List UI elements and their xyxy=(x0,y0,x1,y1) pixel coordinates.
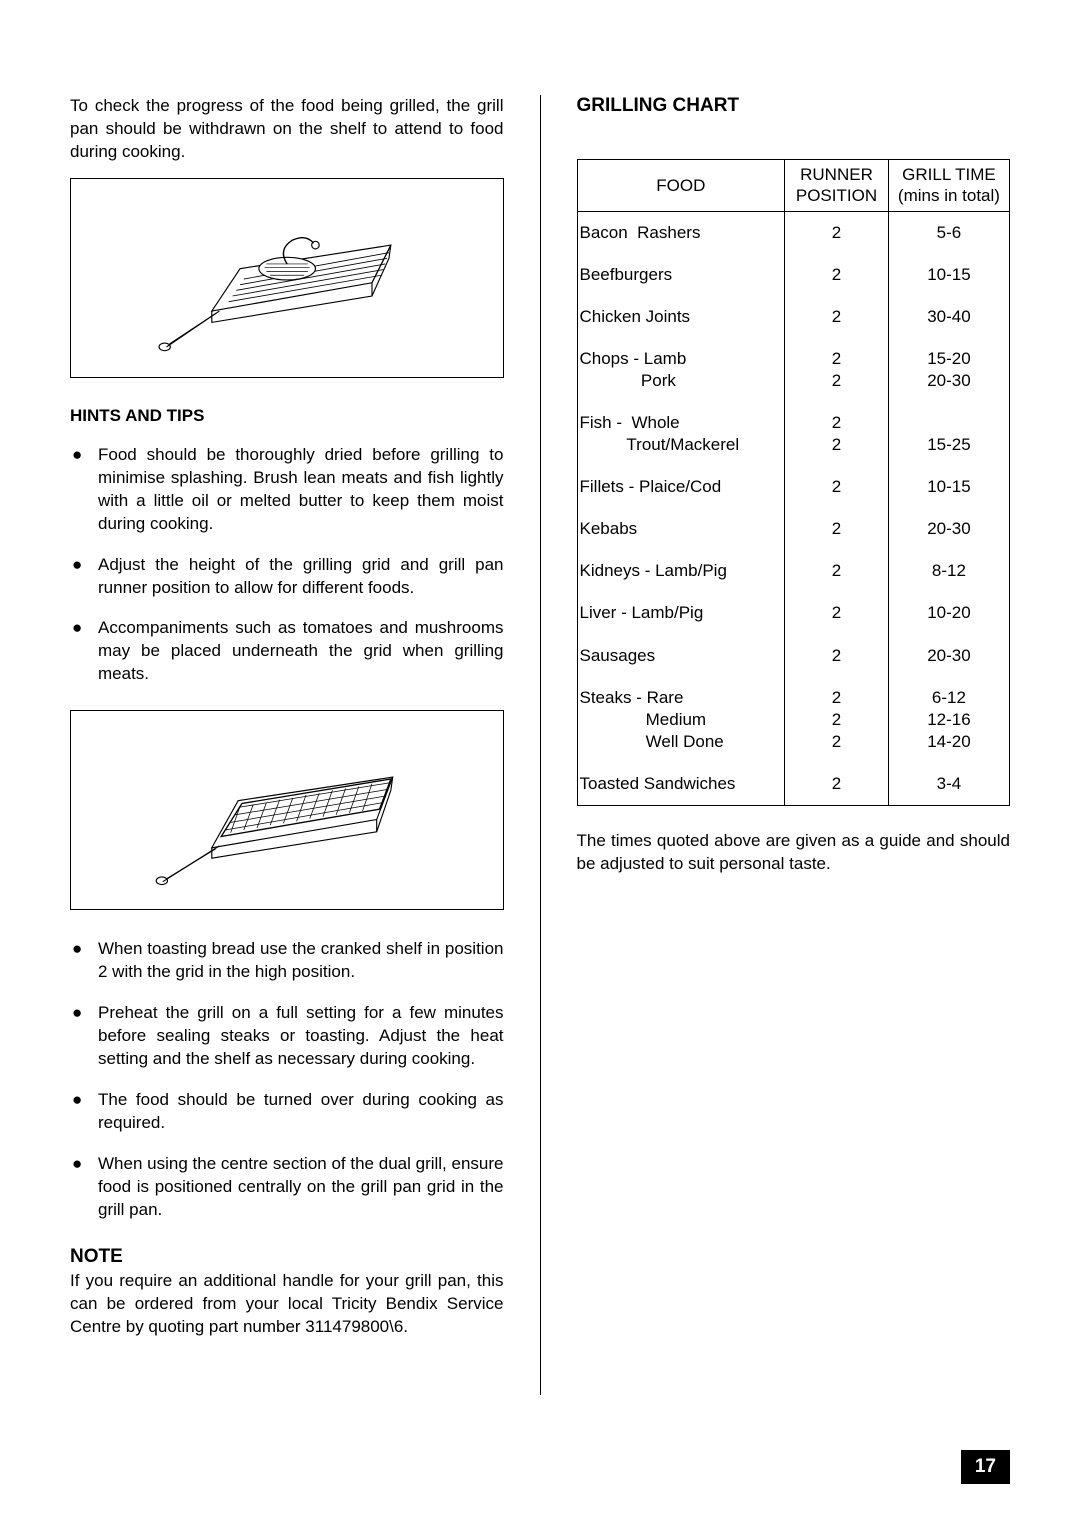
page-number: 17 xyxy=(961,1450,1010,1484)
grill-pan-figure-2 xyxy=(70,710,504,910)
cell-food: Beefburgers xyxy=(577,254,785,296)
table-row: Chops - Lamb Pork2 215-20 20-30 xyxy=(577,338,1010,402)
tip-item: Food should be thoroughly dried before g… xyxy=(70,444,504,536)
two-column-layout: To check the progress of the food being … xyxy=(70,95,1010,1395)
cell-time: 3-4 xyxy=(888,763,1009,806)
cell-time: 30-40 xyxy=(888,296,1009,338)
cell-time: 15-25 xyxy=(888,402,1009,466)
table-row: Kebabs220-30 xyxy=(577,508,1010,550)
left-column: To check the progress of the food being … xyxy=(70,95,504,1395)
table-row: Toasted Sandwiches23-4 xyxy=(577,763,1010,806)
cell-time: 15-20 20-30 xyxy=(888,338,1009,402)
cell-food: Sausages xyxy=(577,635,785,677)
cell-pos: 2 2 xyxy=(785,338,889,402)
tip-item: The food should be turned over during co… xyxy=(70,1089,504,1135)
cell-food: Fish - Whole Trout/Mackerel xyxy=(577,402,785,466)
table-row: Chicken Joints230-40 xyxy=(577,296,1010,338)
column-divider xyxy=(540,95,541,1395)
cell-food: Fillets - Plaice/Cod xyxy=(577,466,785,508)
cell-pos: 2 xyxy=(785,254,889,296)
cell-food: Steaks - Rare Medium Well Done xyxy=(577,677,785,763)
chart-footnote: The times quoted above are given as a gu… xyxy=(577,830,1011,876)
grilling-chart-table: FOOD RUNNER POSITION GRILL TIME (mins in… xyxy=(577,159,1011,806)
note-body: If you require an additional handle for … xyxy=(70,1270,504,1339)
cell-pos: 2 xyxy=(785,592,889,634)
table-row: Beefburgers210-15 xyxy=(577,254,1010,296)
cell-food: Bacon Rashers xyxy=(577,211,785,254)
table-body: Bacon Rashers25-6 Beefburgers210-15 Chic… xyxy=(577,211,1010,806)
cell-food: Kebabs xyxy=(577,508,785,550)
header-text: POSITION xyxy=(796,186,877,205)
cell-pos: 2 xyxy=(785,211,889,254)
table-row: Steaks - Rare Medium Well Done2 2 26-12 … xyxy=(577,677,1010,763)
header-text: RUNNER xyxy=(800,165,873,184)
intro-paragraph: To check the progress of the food being … xyxy=(70,95,504,164)
cell-pos: 2 xyxy=(785,508,889,550)
tip-item: Adjust the height of the grilling grid a… xyxy=(70,554,504,600)
cell-time: 20-30 xyxy=(888,508,1009,550)
grilling-chart-heading: GRILLING CHART xyxy=(577,95,1011,117)
col-header-position: RUNNER POSITION xyxy=(785,160,889,212)
table-row: Bacon Rashers25-6 xyxy=(577,211,1010,254)
cell-pos: 2 2 xyxy=(785,402,889,466)
cell-pos: 2 xyxy=(785,550,889,592)
cell-time: 10-15 xyxy=(888,254,1009,296)
cell-time: 8-12 xyxy=(888,550,1009,592)
cell-pos: 2 xyxy=(785,635,889,677)
table-row: Fillets - Plaice/Cod210-15 xyxy=(577,466,1010,508)
cell-food: Chops - Lamb Pork xyxy=(577,338,785,402)
tip-item: When using the centre section of the dua… xyxy=(70,1153,504,1222)
cell-time: 5-6 xyxy=(888,211,1009,254)
cell-pos: 2 2 2 xyxy=(785,677,889,763)
cell-time: 10-15 xyxy=(888,466,1009,508)
tips-list-b: When toasting bread use the cranked shel… xyxy=(70,938,504,1221)
header-text: FOOD xyxy=(656,176,705,195)
cell-time: 10-20 xyxy=(888,592,1009,634)
cell-pos: 2 xyxy=(785,763,889,806)
table-row: Sausages220-30 xyxy=(577,635,1010,677)
cell-time: 6-12 12-16 14-20 xyxy=(888,677,1009,763)
cell-pos: 2 xyxy=(785,296,889,338)
grill-pan-grid-illustration-icon xyxy=(102,730,472,890)
note-heading: NOTE xyxy=(70,1246,504,1268)
tips-list-a: Food should be thoroughly dried before g… xyxy=(70,444,504,686)
tip-item: When toasting bread use the cranked shel… xyxy=(70,938,504,984)
col-header-time: GRILL TIME (mins in total) xyxy=(888,160,1009,212)
header-text: (mins in total) xyxy=(898,186,1000,205)
header-text: GRILL TIME xyxy=(902,165,996,184)
tip-item: Accompaniments such as tomatoes and mush… xyxy=(70,617,504,686)
table-row: Liver - Lamb/Pig210-20 xyxy=(577,592,1010,634)
hints-and-tips-heading: HINTS AND TIPS xyxy=(70,406,504,426)
cell-pos: 2 xyxy=(785,466,889,508)
cell-food: Toasted Sandwiches xyxy=(577,763,785,806)
table-row: Fish - Whole Trout/Mackerel2 2 15-25 xyxy=(577,402,1010,466)
col-header-food: FOOD xyxy=(577,160,785,212)
table-row: Kidneys - Lamb/Pig28-12 xyxy=(577,550,1010,592)
tip-item: Preheat the grill on a full setting for … xyxy=(70,1002,504,1071)
cell-time: 20-30 xyxy=(888,635,1009,677)
grill-pan-figure-1 xyxy=(70,178,504,378)
table-header-row: FOOD RUNNER POSITION GRILL TIME (mins in… xyxy=(577,160,1010,212)
grill-pan-illustration-icon xyxy=(102,198,472,358)
cell-food: Liver - Lamb/Pig xyxy=(577,592,785,634)
cell-food: Chicken Joints xyxy=(577,296,785,338)
cell-food: Kidneys - Lamb/Pig xyxy=(577,550,785,592)
right-column: GRILLING CHART FOOD RUNNER POSITION xyxy=(577,95,1011,1395)
